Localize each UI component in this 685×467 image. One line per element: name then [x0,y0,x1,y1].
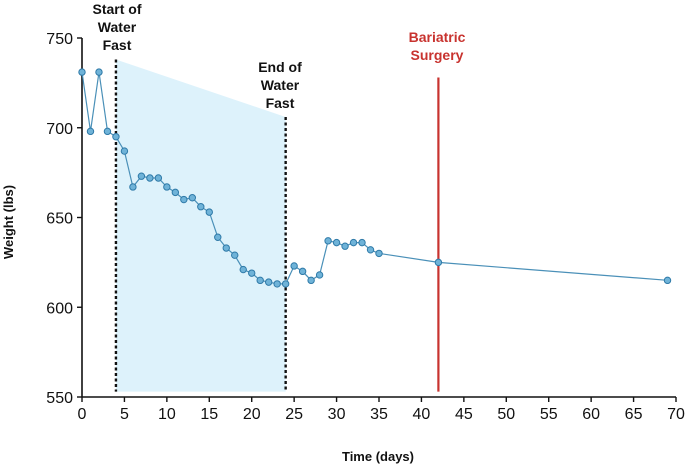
data-point [332,238,341,247]
data-point [281,280,290,288]
annotation-bariatric-surgery-line: Surgery [411,47,464,63]
x-tick-label: 30 [328,406,346,423]
data-point [273,280,281,288]
x-tick-label: 0 [78,406,87,423]
annotation-bariatric-surgery-line: Bariatric [409,29,466,45]
annotation-end-water-fast-line: Water [261,77,300,93]
data-point [239,265,247,274]
x-axis-title: Time (days) [342,449,414,464]
data-point [231,251,239,259]
y-tick-label: 650 [46,211,73,228]
x-tick-label: 35 [370,406,388,423]
data-point [349,238,358,247]
x-tick-label: 5 [120,406,129,423]
x-tick-label: 60 [582,406,600,423]
x-tick-label: 10 [158,406,176,423]
data-point [129,183,137,191]
y-axis-title: Weight (lbs) [1,185,16,259]
data-point [112,133,120,141]
data-point [375,249,383,258]
x-tick-label: 70 [667,406,685,423]
marker-lines-layer [114,59,440,392]
data-point [298,267,307,276]
data-point [197,203,205,211]
data-point [222,244,230,252]
data-point [307,276,315,285]
y-tick-label: 550 [46,390,73,407]
annotations-layer: Start of Water Fast End of Water Fast Bariatri… [93,1,466,111]
data-point [154,174,163,182]
annotation-start-water-fast-line: Water [98,19,137,35]
data-point [188,194,197,202]
data-point [248,269,256,277]
annotation-start-water-fast-line: Start of [93,1,142,17]
x-tick-label: 45 [455,406,473,423]
annotation-end-water-fast-line: Fast [266,95,295,111]
data-point [341,242,349,250]
data-point [180,195,188,204]
x-tick-label: 55 [540,406,558,423]
data-point [214,233,222,241]
data-point [171,188,180,197]
y-tick-label: 750 [46,31,73,48]
data-point [434,258,443,267]
data-point [366,246,375,254]
x-tick-label: 15 [200,406,218,423]
data-point [205,208,213,216]
data-point [137,172,146,180]
water-fast-shaded-region [115,59,286,392]
data-point [78,68,86,76]
data-point [103,127,112,136]
y-tick-label: 700 [46,121,73,138]
x-tick-label: 25 [285,406,303,423]
x-tick-label: 50 [497,406,515,423]
data-points-layer [78,68,672,288]
axes: 0 5 10 15 20 25 30 35 40 45 50 55 60 65 70 550 600 650 700… [46,31,685,423]
data-point [146,174,154,182]
data-point [120,147,129,155]
x-tick-label: 40 [413,406,431,423]
data-point [95,68,103,76]
data-point [358,238,366,247]
data-point [163,183,171,191]
data-point [264,278,273,286]
shaded-region-layer [115,59,286,392]
annotation-start-water-fast-line: Fast [103,37,132,53]
y-tick-label: 600 [46,300,73,317]
data-point [290,262,298,270]
x-tick-label: 65 [625,406,643,423]
data-point [86,127,95,136]
annotation-end-water-fast-line: End of [258,59,302,75]
data-point [256,276,264,285]
data-point [324,237,332,245]
data-point [663,276,672,285]
x-tick-label: 20 [243,406,261,423]
data-point [315,271,324,279]
